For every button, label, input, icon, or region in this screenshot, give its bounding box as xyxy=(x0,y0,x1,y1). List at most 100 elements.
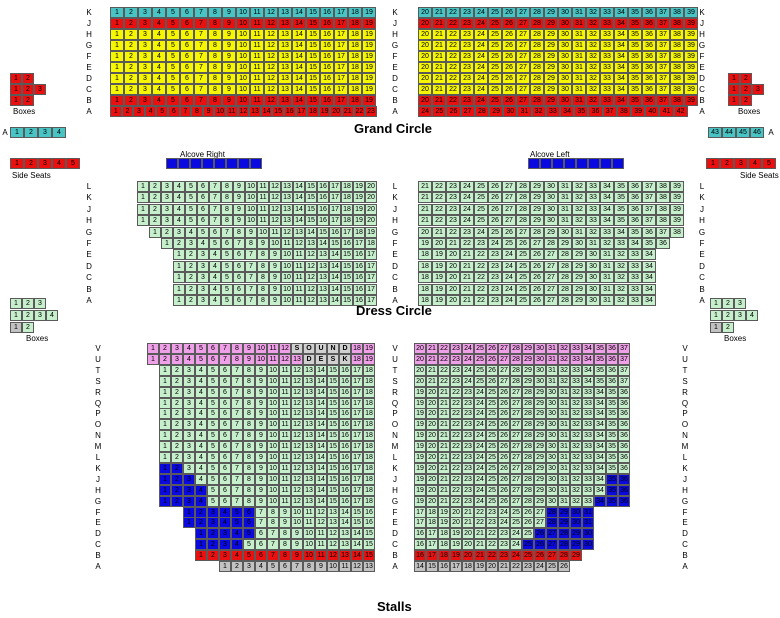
seat-dress-circle[interactable]: 9 xyxy=(233,215,245,227)
seat-stalls[interactable]: 30 xyxy=(582,539,594,551)
seat-dress-circle[interactable]: 15 xyxy=(305,192,317,204)
seat-dress-circle[interactable]: 19 xyxy=(432,283,446,295)
seat-dress-circle[interactable]: 2 xyxy=(185,272,197,284)
seat-grand-circle[interactable]: 18 xyxy=(348,40,362,51)
seat-grand-circle[interactable]: 29 xyxy=(544,29,558,40)
seat-stalls[interactable]: 1 xyxy=(159,452,171,463)
seat-dress-circle[interactable]: 8 xyxy=(257,260,269,272)
seat-grand-circle[interactable]: 9 xyxy=(222,84,236,95)
seat-stalls[interactable]: 8 xyxy=(243,484,255,496)
seat-stalls[interactable]: 30 xyxy=(546,484,558,496)
seat-stalls[interactable]: 14 xyxy=(315,441,327,453)
seat-stalls[interactable]: 11 xyxy=(267,353,279,365)
seat-stalls[interactable]: K xyxy=(339,353,351,365)
seat-stalls[interactable]: 30 xyxy=(582,528,594,540)
seat-stalls[interactable]: 7 xyxy=(231,452,243,463)
seat-grand-circle[interactable]: 17 xyxy=(334,73,348,84)
seat-stalls[interactable]: 7 xyxy=(231,397,243,409)
seat-grand-circle[interactable]: 38 xyxy=(670,40,684,51)
seat-stalls[interactable]: 19 xyxy=(450,550,462,562)
seat-dress-circle[interactable]: 11 xyxy=(293,260,305,272)
seat-grand-circle[interactable]: 3 xyxy=(138,18,152,29)
seat-grand-circle[interactable]: 35 xyxy=(628,18,642,29)
seat-stalls[interactable]: 9 xyxy=(255,452,267,463)
seat-stalls[interactable]: 10 xyxy=(267,375,279,387)
seat-grand-circle[interactable]: 31 xyxy=(572,73,586,84)
seat-stalls[interactable]: 35 xyxy=(606,495,618,507)
seat-grand-circle[interactable]: 33 xyxy=(600,29,614,40)
seat-grand-circle[interactable]: 33 xyxy=(600,7,614,18)
seat-stalls[interactable]: 9 xyxy=(255,441,267,453)
seat-stalls[interactable]: 32 xyxy=(570,430,582,442)
seat-stalls[interactable]: 19 xyxy=(414,408,426,420)
seat-grand-circle[interactable]: 37 xyxy=(656,40,670,51)
seat-stalls[interactable]: 7 xyxy=(231,375,243,387)
seat-stalls[interactable]: 29 xyxy=(534,441,546,453)
seat-stalls[interactable]: 26 xyxy=(498,495,510,507)
seat-grand-circle[interactable]: 11 xyxy=(226,106,238,117)
seat-stalls[interactable]: 18 xyxy=(363,408,375,420)
seat-stalls[interactable]: 23 xyxy=(462,419,474,431)
seat-stalls[interactable]: 20 xyxy=(462,550,474,562)
seat-stalls[interactable]: 3 xyxy=(183,452,195,463)
seat-dress-circle[interactable]: 19 xyxy=(353,203,365,215)
seat-stalls[interactable]: 4 xyxy=(255,561,267,572)
seat-grand-circle[interactable]: 24 xyxy=(474,18,488,29)
seat-grand-circle[interactable]: 38 xyxy=(670,7,684,18)
seat-dress-circle[interactable]: 8 xyxy=(221,192,233,204)
seat-stalls[interactable]: 14 xyxy=(351,539,363,551)
seat-stalls[interactable]: 4 xyxy=(195,430,207,442)
seat-stalls[interactable]: 27 xyxy=(534,517,546,529)
seat-stalls[interactable]: 22 xyxy=(438,353,450,365)
seat-stalls[interactable]: 1 xyxy=(159,408,171,420)
seat-grand-circle[interactable]: 19 xyxy=(362,73,376,84)
seat-grand-circle[interactable]: 2 xyxy=(124,84,138,95)
seat-stalls[interactable]: 17 xyxy=(351,462,363,474)
seat-grand-circle[interactable]: 19 xyxy=(362,84,376,95)
seat-grand-circle[interactable]: 15 xyxy=(306,95,320,106)
seat-stalls[interactable]: 8 xyxy=(231,343,243,354)
seat-stalls[interactable]: 3 xyxy=(183,397,195,409)
seat-dress-circle[interactable]: 24 xyxy=(502,283,516,295)
seat-dress-circle[interactable]: 24 xyxy=(460,215,474,227)
seat-grand-circle[interactable]: 12 xyxy=(264,7,278,18)
seat-dress-circle[interactable]: 31 xyxy=(600,260,614,272)
seat-dress-circle[interactable]: 24 xyxy=(460,192,474,204)
seat-grand-circle[interactable]: 12 xyxy=(264,18,278,29)
seat-stalls[interactable]: 4 xyxy=(183,353,195,365)
seat-stalls[interactable]: 36 xyxy=(618,430,630,442)
seat-stalls[interactable]: 4 xyxy=(195,419,207,431)
seat-stalls[interactable]: 28 xyxy=(522,462,534,474)
seat-grand-circle[interactable]: 18 xyxy=(348,18,362,29)
seat-stalls[interactable]: 20 xyxy=(462,528,474,540)
seat-dress-circle[interactable]: 13 xyxy=(281,203,293,215)
seat-grand-circle[interactable]: 28 xyxy=(530,84,544,95)
seat-stalls[interactable]: 23 xyxy=(450,353,462,365)
seat-grand-circle[interactable]: 24 xyxy=(418,106,433,117)
seat-dress-circle[interactable]: 30 xyxy=(544,215,558,227)
seat-grand-circle[interactable]: 11 xyxy=(250,7,264,18)
seat-grand-circle[interactable]: 36 xyxy=(642,29,656,40)
seat-stalls[interactable]: 7 xyxy=(231,484,243,496)
seat-grand-circle[interactable]: 2 xyxy=(124,62,138,73)
seat-grand-circle[interactable]: 39 xyxy=(684,73,698,84)
seat-dress-circle[interactable]: 22 xyxy=(474,283,488,295)
seat-dress-circle[interactable]: 29 xyxy=(572,295,586,306)
seat-dress-circle[interactable]: 34 xyxy=(642,260,656,272)
seat-dress-circle[interactable]: 16 xyxy=(317,192,329,204)
seat-grand-circle[interactable]: 38 xyxy=(670,84,684,95)
seat-stalls[interactable]: 28 xyxy=(522,495,534,507)
seat-dress-circle[interactable]: 7 xyxy=(245,260,257,272)
seat-grand-circle[interactable]: 4 xyxy=(152,62,166,73)
seat-dress-circle[interactable]: 26 xyxy=(530,295,544,306)
seat-grand-circle[interactable]: 31 xyxy=(572,40,586,51)
seat-stalls[interactable]: 10 xyxy=(267,441,279,453)
seat-stalls[interactable]: 31 xyxy=(558,484,570,496)
seat-stalls[interactable]: 20 xyxy=(426,495,438,507)
seat-stalls[interactable]: 30 xyxy=(570,506,582,518)
seat-stalls[interactable]: 5 xyxy=(207,473,219,485)
seat-dress-circle[interactable]: 14 xyxy=(293,203,305,215)
seat-stalls[interactable]: 17 xyxy=(426,528,438,540)
seat-dress-circle[interactable]: 22 xyxy=(432,181,446,192)
seat-dress-circle[interactable]: 20 xyxy=(446,272,460,284)
